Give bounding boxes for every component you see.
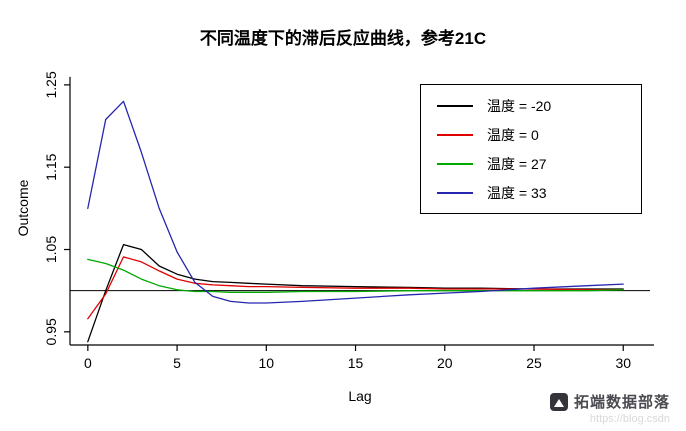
svg-text:10: 10	[259, 355, 275, 371]
svg-text:1.25: 1.25	[43, 71, 59, 98]
legend-item-label: 温度 = 27	[487, 155, 547, 172]
svg-text:0: 0	[84, 355, 92, 371]
legend-item: 温度 = 27	[437, 154, 641, 174]
watermark-logo-icon	[549, 392, 568, 411]
watermark-brand-row: 拓端数据部落	[549, 391, 670, 412]
watermark-brand: 拓端数据部落	[573, 394, 670, 411]
svg-text:25: 25	[526, 355, 542, 371]
y-axis-label: Outcome	[15, 179, 31, 237]
legend-item: 温度 = -20	[437, 96, 641, 116]
watermark-url: https://blog.csdn	[589, 413, 670, 425]
watermark: 拓端数据部落 https://blog.csdn	[549, 391, 670, 425]
svg-text:1.15: 1.15	[43, 153, 59, 180]
svg-text:20: 20	[437, 355, 453, 371]
x-axis-label: Lag	[348, 388, 372, 404]
legend-line-swatch	[437, 162, 473, 165]
svg-text:15: 15	[348, 355, 364, 371]
legend-item-label: 温度 = 33	[487, 184, 547, 201]
svg-text:1.05: 1.05	[43, 236, 59, 263]
svg-text:5: 5	[173, 355, 181, 371]
legend-line-swatch	[437, 104, 473, 107]
legend: 温度 = -20 温度 = 0 温度 = 27 温度 = 33	[420, 84, 642, 214]
legend-item-label: 温度 = 0	[487, 126, 539, 143]
legend-line-swatch	[437, 191, 473, 194]
legend-item-label: 温度 = -20	[487, 97, 552, 114]
svg-text:0.95: 0.95	[43, 318, 59, 345]
svg-text:30: 30	[615, 355, 631, 371]
chart-title: 不同温度下的滞后反应曲线，参考21C	[199, 29, 487, 48]
legend-item: 温度 = 33	[437, 183, 641, 203]
legend-item: 温度 = 0	[437, 125, 641, 145]
legend-line-swatch	[437, 133, 473, 136]
